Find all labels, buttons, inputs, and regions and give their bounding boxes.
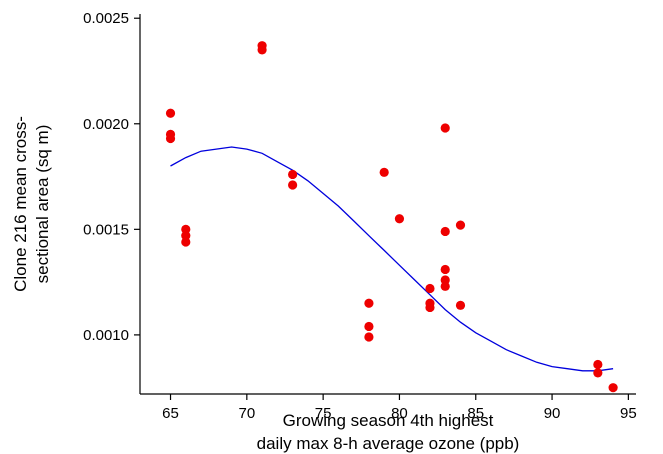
data-point — [181, 224, 191, 234]
y-tick-label: 0.0020 — [83, 116, 129, 133]
x-axis-label-line-2: daily max 8-h average ozone (ppb) — [257, 434, 520, 453]
x-tick-label: 75 — [315, 405, 332, 422]
x-tick-label: 80 — [391, 405, 408, 422]
x-tick-label: 95 — [620, 405, 637, 422]
x-axis-label-line-1: Growing season 4th highest — [283, 411, 494, 430]
x-tick-label: 85 — [467, 405, 484, 422]
data-point — [440, 123, 450, 133]
data-point — [608, 383, 618, 393]
y-axis-label-line-1: Clone 216 mean cross- — [11, 116, 30, 292]
x-tick-label: 65 — [162, 405, 179, 422]
data-point — [440, 275, 450, 285]
x-tick-label: 70 — [238, 405, 255, 422]
data-point — [440, 281, 450, 291]
x-tick-label: 90 — [544, 405, 561, 422]
data-point — [288, 180, 298, 190]
fit-curve-group — [170, 146, 614, 372]
data-point — [455, 300, 466, 310]
data-point — [593, 359, 603, 370]
data-point — [440, 226, 450, 237]
axes: 65 70 75 80 85 90 95 0.0010 0.0015 0.0020 0.0025 — [83, 10, 637, 422]
data-point — [257, 45, 267, 55]
data-point — [455, 220, 466, 230]
data-point — [593, 368, 603, 378]
y-axis-label-line-2: sectional area (sq m) — [33, 125, 52, 284]
data-point — [288, 169, 298, 180]
y-tick-label: 0.0025 — [83, 10, 129, 27]
data-point — [425, 283, 435, 294]
data-point — [425, 302, 435, 313]
fit-curve — [170, 146, 614, 372]
data-point — [364, 332, 374, 342]
data-point — [379, 167, 389, 177]
axis-labels: Growing season 4th highest daily max 8-h … — [11, 116, 519, 453]
data-points — [165, 41, 618, 393]
data-point — [440, 264, 450, 275]
data-point — [181, 237, 191, 247]
y-tick-label: 0.0010 — [83, 327, 129, 344]
data-point — [394, 214, 405, 224]
data-point — [181, 231, 191, 241]
data-point — [364, 298, 374, 308]
data-point — [165, 133, 176, 144]
data-point — [364, 321, 374, 332]
data-point — [165, 108, 176, 118]
y-tick-label: 0.0015 — [83, 221, 129, 238]
